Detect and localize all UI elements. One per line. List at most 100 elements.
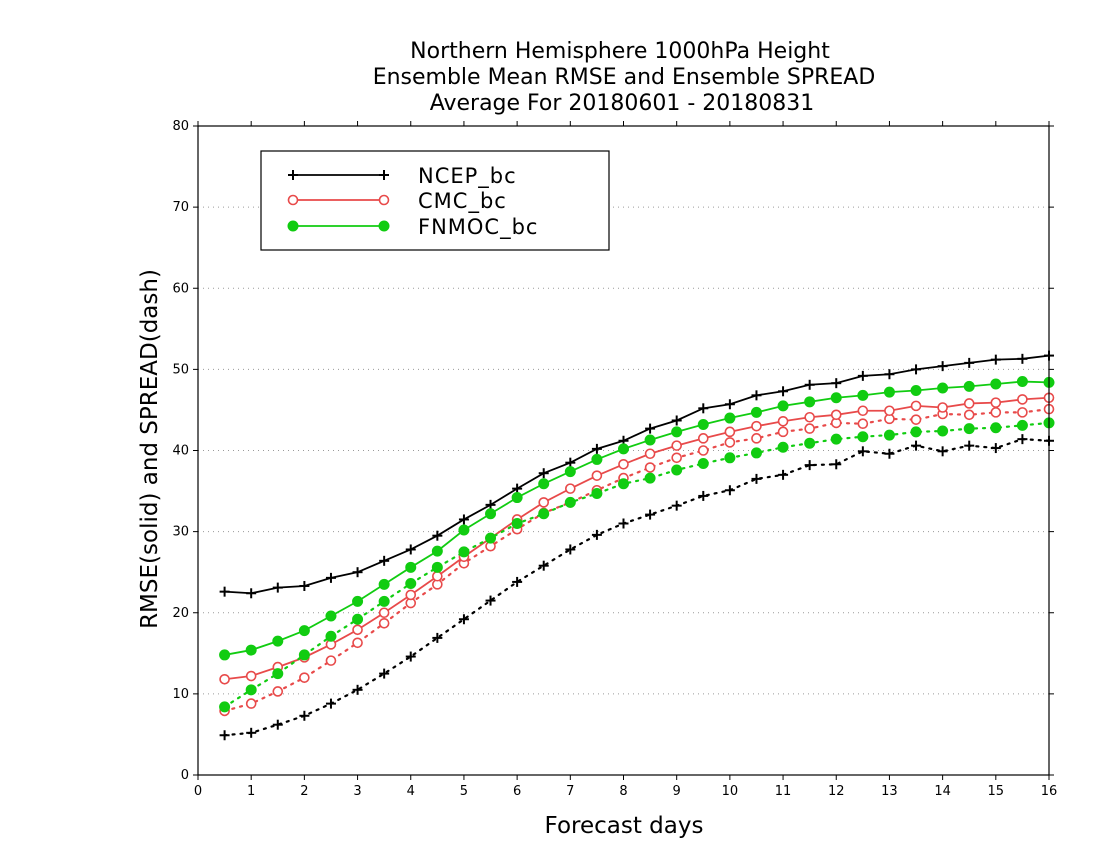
cmc_bc-spread-series xyxy=(219,403,1055,717)
cmc_bc-rmse-point-8 xyxy=(432,570,443,582)
cmc_bc-spread-point-6 xyxy=(378,617,390,629)
fnmoc_bc-spread-point-13 xyxy=(564,496,576,508)
title-line-1: Northern Hemisphere 1000hPa Height xyxy=(410,39,830,64)
ncep_bc-spread-point-30 xyxy=(1017,434,1028,445)
fnmoc_bc-rmse-point-9 xyxy=(458,524,470,536)
legend-label-ncep_bc: NCEP_bc xyxy=(418,164,517,189)
fnmoc_bc-spread-point-29 xyxy=(990,422,1002,434)
fnmoc_bc-spread-point-26 xyxy=(910,426,922,438)
ncep_bc-spread-point-14 xyxy=(591,529,602,540)
fnmoc_bc-rmse-point-24 xyxy=(857,389,869,401)
cmc_bc-spread-point-18 xyxy=(697,445,709,456)
fnmoc_bc-spread-point-8 xyxy=(431,561,443,573)
ncep_bc-spread-point-13 xyxy=(565,544,576,555)
cmc_bc-spread-point-5 xyxy=(352,637,363,649)
cmc_bc-spread-point-30 xyxy=(1017,407,1028,418)
cmc_bc-rmse-point-18 xyxy=(697,433,709,444)
fnmoc_bc-spread-point-6 xyxy=(378,595,390,607)
fnmoc_bc-spread-point-14 xyxy=(591,487,603,499)
ncep_bc-rmse-point-22 xyxy=(804,379,815,390)
ncep_bc-spread-point-17 xyxy=(671,500,682,511)
ncep_bc-spread-point-16 xyxy=(645,509,656,520)
ncep_bc-rmse-point-14 xyxy=(591,443,602,454)
cmc_bc-rmse-series xyxy=(219,392,1055,685)
legend-entry-fnmoc_bc: FNMOC_bc xyxy=(287,215,538,240)
chart-title: Northern Hemisphere 1000hPa Height Ensem… xyxy=(373,39,876,116)
fnmoc_bc-rmse-point-17 xyxy=(671,426,683,438)
ncep_bc-rmse-point-6 xyxy=(379,555,390,566)
x-tick-label-8: 8 xyxy=(619,784,627,799)
ncep_bc-spread-point-23 xyxy=(831,459,842,470)
cmc_bc-rmse-point-16 xyxy=(644,448,656,460)
cmc_bc-rmse-point-21 xyxy=(777,415,789,427)
ncep_bc-spread-point-0 xyxy=(219,730,230,741)
cmc_bc-rmse-point-14 xyxy=(591,470,603,481)
ncep_bc-rmse-point-5 xyxy=(352,567,363,578)
legend-label-cmc_bc: CMC_bc xyxy=(418,189,507,214)
fnmoc_bc-spread-point-16 xyxy=(644,472,656,484)
cmc_bc-rmse-point-20 xyxy=(751,420,762,432)
x-tick-label-14: 14 xyxy=(934,784,951,799)
y-tick-label-30: 30 xyxy=(172,525,189,540)
ncep_bc-rmse-point-29 xyxy=(990,354,1001,365)
fnmoc_bc-spread-point-11 xyxy=(511,518,523,530)
cmc_bc-rmse-point-6 xyxy=(378,607,390,619)
x-tick-label-5: 5 xyxy=(460,784,468,799)
ncep_bc-rmse-point-13 xyxy=(565,457,576,468)
fnmoc_bc-rmse-point-6 xyxy=(378,578,390,590)
ncep_bc-rmse-point-19 xyxy=(724,399,735,410)
x-tick-label-6: 6 xyxy=(513,784,521,799)
ncep_bc-rmse-point-10 xyxy=(485,499,496,510)
x-tick-label-1: 1 xyxy=(247,784,255,799)
ncep_bc-spread-point-27 xyxy=(937,446,948,457)
ncep_bc-rmse-point-28 xyxy=(964,357,975,368)
ncep_bc-rmse-point-21 xyxy=(778,386,789,397)
cmc_bc-spread-point-1 xyxy=(245,698,257,709)
cmc_bc-rmse-point-5 xyxy=(352,624,363,636)
ncep_bc-rmse-point-24 xyxy=(857,370,868,381)
ncep_bc-spread-point-28 xyxy=(964,440,975,451)
ncep_bc-spread-point-4 xyxy=(325,698,336,709)
ncep_bc-rmse-point-27 xyxy=(937,361,948,372)
fnmoc_bc-spread-point-2 xyxy=(272,668,284,680)
cmc_bc-spread-point-2 xyxy=(272,686,284,697)
ncep_bc-spread-point-7 xyxy=(405,651,416,662)
x-tick-label-15: 15 xyxy=(988,784,1005,799)
ncep_bc-spread-point-24 xyxy=(857,446,868,457)
fnmoc_bc-rmse-point-22 xyxy=(804,396,816,408)
fnmoc_bc-spread-point-23 xyxy=(830,433,842,445)
cmc_bc-rmse-point-30 xyxy=(1017,394,1028,405)
ncep_bc-spread-line xyxy=(223,438,1051,737)
ncep_bc-spread-point-21 xyxy=(778,469,789,480)
fnmoc_bc-spread-point-4 xyxy=(325,630,337,642)
cmc_bc-spread-point-4 xyxy=(325,655,337,666)
y-tick-label-60: 60 xyxy=(172,281,189,296)
ncep_bc-spread-point-25 xyxy=(884,448,895,459)
fnmoc_bc-rmse-point-28 xyxy=(963,380,975,392)
fnmoc_bc-rmse-point-4 xyxy=(325,610,337,622)
x-tick-label-10: 10 xyxy=(722,784,739,799)
legend-label-fnmoc_bc: FNMOC_bc xyxy=(418,215,538,240)
series-layer xyxy=(219,350,1055,741)
cmc_bc-rmse-line xyxy=(224,396,1050,681)
ncep_bc-rmse-point-26 xyxy=(911,364,922,375)
ncep_bc-rmse-line xyxy=(224,354,1050,595)
ncep_bc-spread-point-9 xyxy=(458,614,469,625)
fnmoc_bc-spread-point-19 xyxy=(724,452,736,464)
cmc_bc-rmse-point-13 xyxy=(565,483,576,494)
fnmoc_bc-spread-point-24 xyxy=(857,431,869,443)
fnmoc_bc-spread-point-17 xyxy=(671,464,683,476)
x-tick-label-9: 9 xyxy=(673,784,681,799)
fnmoc_bc-rmse-point-8 xyxy=(431,545,443,557)
fnmoc_bc-spread-line xyxy=(223,421,1051,708)
fnmoc_bc-rmse-point-11 xyxy=(511,492,523,504)
ncep_bc-rmse-series xyxy=(219,350,1054,599)
fnmoc_bc-spread-point-7 xyxy=(405,578,417,590)
ncep_bc-spread-point-11 xyxy=(512,576,523,587)
cmc_bc-spread-point-21 xyxy=(777,426,789,438)
fnmoc_bc-rmse-point-0 xyxy=(219,649,231,661)
cmc_bc-spread-point-20 xyxy=(751,433,762,444)
fnmoc_bc-rmse-point-5 xyxy=(352,595,364,607)
